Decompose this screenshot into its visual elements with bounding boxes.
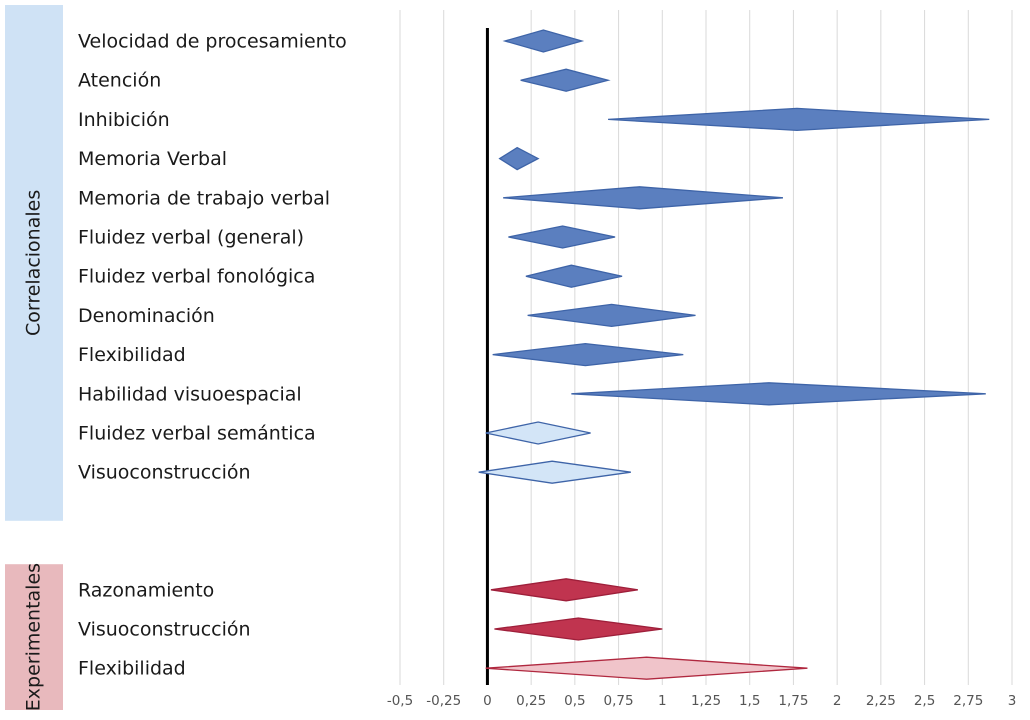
- effect-diamond: [490, 578, 638, 602]
- x-tick-label: 1,75: [778, 693, 808, 709]
- group-label: Correlacionales: [23, 190, 45, 336]
- effect-diamond: [502, 29, 585, 53]
- x-tick-label: -0,25: [426, 693, 461, 709]
- effect-diamond: [485, 421, 591, 445]
- group-label: Experimentales: [23, 563, 45, 711]
- row-label: Memoria Verbal: [78, 148, 227, 170]
- x-tick-label: 2,5: [914, 693, 935, 709]
- effect-diamond: [525, 264, 623, 288]
- x-tick-label: 1,5: [739, 693, 760, 709]
- effect-diamond: [485, 656, 808, 680]
- effect-diamond: [494, 617, 663, 641]
- effect-diamond: [498, 146, 540, 171]
- x-tick-label: -0,5: [387, 693, 413, 709]
- effect-diamond: [527, 303, 696, 328]
- x-tick-label: 2,75: [953, 693, 983, 709]
- effect-diamond: [503, 186, 783, 210]
- row-label: Fluidez verbal (general): [78, 227, 304, 249]
- row-label: Fluidez verbal semántica: [78, 423, 316, 445]
- x-tick-label: 0: [483, 693, 492, 709]
- x-tick-label: 0,75: [604, 693, 634, 709]
- x-tick-label: 2,25: [866, 693, 896, 709]
- x-tick-label: 1: [658, 693, 667, 709]
- group-band: [5, 5, 63, 521]
- row-label: Inhibición: [78, 109, 170, 131]
- effect-diamond: [492, 342, 684, 367]
- effect-diamond: [508, 225, 616, 249]
- effect-diamond: [478, 460, 631, 484]
- effect-diamond: [571, 382, 986, 406]
- row-label: Razonamiento: [78, 579, 214, 601]
- row-label: Habilidad visuoespacial: [78, 383, 302, 405]
- x-tick-label: 2: [833, 693, 842, 709]
- effect-diamond: [520, 68, 611, 92]
- effect-diamond: [608, 107, 990, 132]
- row-label: Flexibilidad: [78, 658, 186, 680]
- row-label: Denominación: [78, 305, 215, 327]
- row-label: Fluidez verbal fonológica: [78, 266, 315, 288]
- row-label: Velocidad de procesamiento: [78, 31, 347, 53]
- x-tick-label: 0,25: [516, 693, 546, 709]
- x-tick-label: 0,5: [564, 693, 585, 709]
- row-label: Flexibilidad: [78, 344, 186, 366]
- x-tick-label: 1,25: [691, 693, 721, 709]
- group-band: [5, 564, 63, 710]
- row-label: Visuoconstrucción: [78, 462, 251, 484]
- row-label: Memoria de trabajo verbal: [78, 187, 330, 209]
- row-label: Visuoconstrucción: [78, 619, 251, 641]
- row-label: Atención: [78, 70, 161, 92]
- x-tick-label: 3: [1008, 693, 1017, 709]
